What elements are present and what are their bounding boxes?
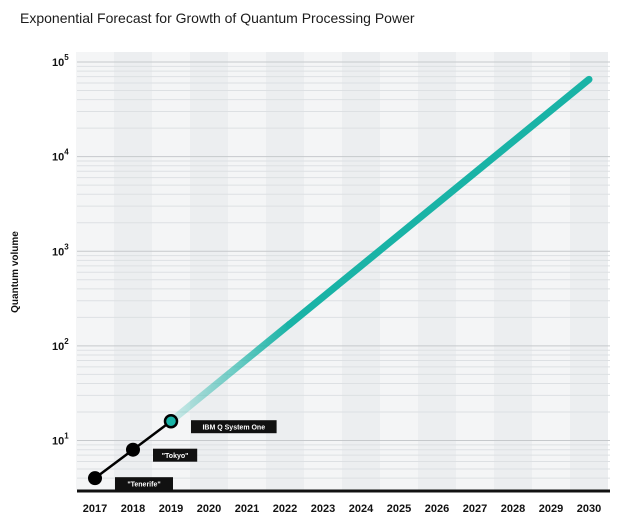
x-tick-label: 2023 [311,503,335,515]
x-tick-label: 2017 [83,503,107,515]
x-tick-label: 2030 [577,503,601,515]
forecast-line [286,75,593,328]
year-band [494,52,532,490]
data-point [163,413,179,429]
year-band [418,52,456,490]
x-tick-label: 2018 [121,503,145,515]
y-tick-label: 101 [52,432,69,448]
series-group [88,75,593,486]
year-band [190,52,228,490]
data-point [126,442,140,457]
data-point [88,471,102,486]
y-tick-label: 105 [52,53,69,69]
x-tick-label: 2022 [273,503,297,515]
x-tick-label: 2028 [501,503,525,515]
year-band [266,52,304,490]
forecast-line-fade [168,321,293,424]
x-tick-label: 2029 [539,503,563,515]
point-label-box [115,477,173,491]
point-label-box [153,448,198,462]
y-tick-label: 102 [52,337,69,353]
axes: 2017 2018 2019 2020 2021 2022 2023 2024 2025 2026… [52,53,610,515]
year-band [570,52,608,490]
x-tick-label: 2024 [349,503,374,515]
year-band [342,52,380,490]
year-band [304,52,342,490]
point-label: "Tokyo" [162,453,189,460]
x-tick-label: 2021 [235,503,259,515]
year-band [380,52,418,490]
annotations: "Tenerife" "Tokyo" IBM Q System One [115,420,277,491]
point-label: "Tenerife" [127,481,160,488]
year-band [114,52,152,490]
y-tick-label: 104 [52,148,69,164]
x-tick-label: 2027 [463,503,487,515]
y-axis-label: Quantum volume [10,231,21,313]
x-tick-label: 2019 [159,503,183,515]
point-label: IBM Q System One [202,425,265,432]
point-label-box [191,420,277,434]
x-tick-label: 2025 [387,503,411,515]
x-tick-label: 2026 [425,503,449,515]
year-band [76,52,114,490]
y-tick-label: 103 [52,242,69,258]
year-band [456,52,494,490]
year-bands [76,52,608,490]
year-band [228,52,266,490]
chart-title: Exponential Forecast for Growth of Quant… [20,10,415,26]
x-tick-label: 2020 [197,503,221,515]
